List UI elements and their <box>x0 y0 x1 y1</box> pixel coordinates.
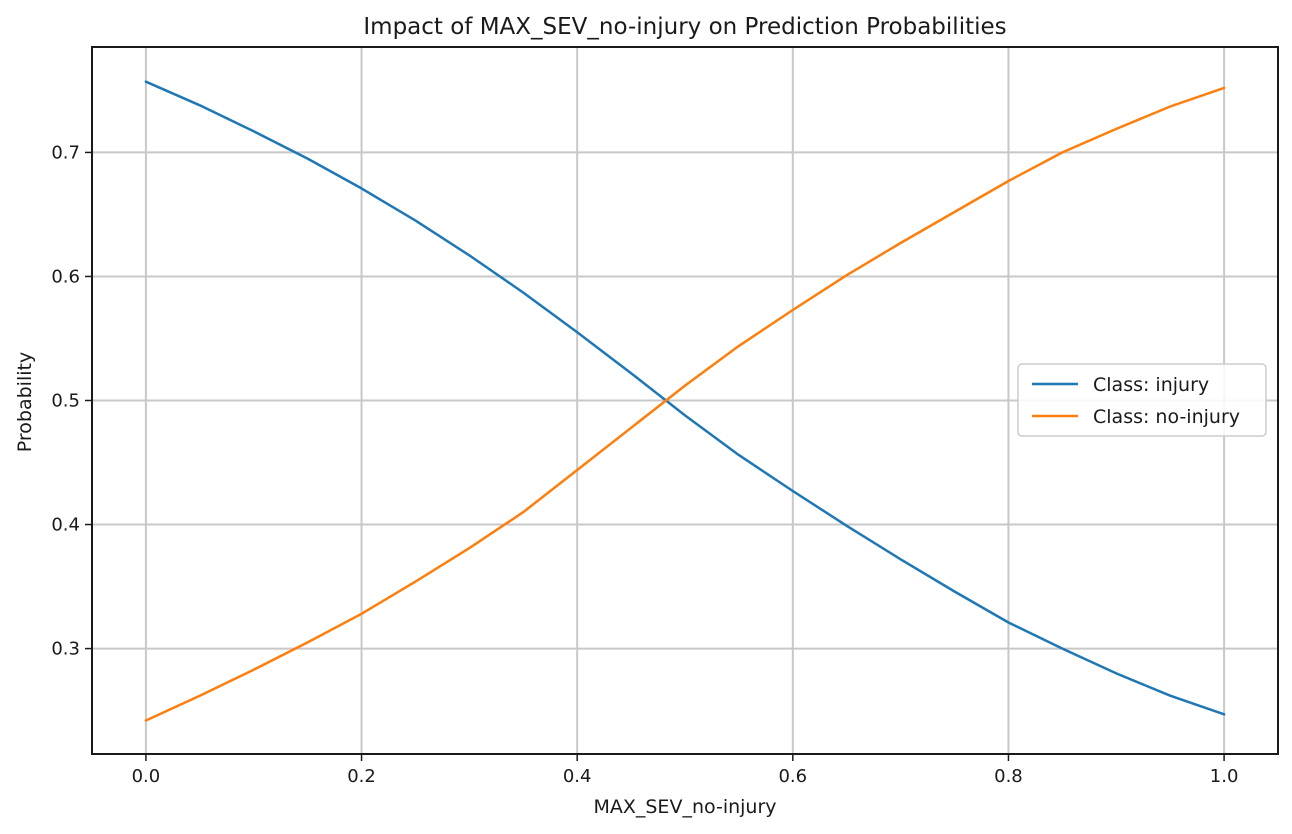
x-tick-label: 0.6 <box>778 766 807 787</box>
x-axis-label: MAX_SEV_no-injury <box>593 796 776 818</box>
legend-label: Class: injury <box>1093 374 1209 396</box>
y-tick-label: 0.3 <box>51 639 80 660</box>
legend-box <box>1017 363 1267 437</box>
legend: Class: injury Class: no-injury <box>1017 363 1267 437</box>
legend-label: Class: no-injury <box>1093 406 1240 428</box>
y-tick-label: 0.5 <box>51 391 80 412</box>
x-tick-label: 0.2 <box>347 766 376 787</box>
chart-title: Impact of MAX_SEV_no-injury on Predictio… <box>363 14 1006 40</box>
x-tick-label: 0.4 <box>563 766 592 787</box>
y-tick-label: 0.4 <box>51 515 80 536</box>
y-tick-label: 0.7 <box>51 142 80 163</box>
axis-ticks: 0.0 0.2 0.4 0.6 0.8 1.0 0.3 0.4 0.5 0.6 0.7 <box>51 142 1238 787</box>
series-line-2 <box>144 86 1226 722</box>
x-tick-label: 1.0 <box>1210 766 1239 787</box>
x-tick-label: 0.0 <box>132 766 161 787</box>
series-lines <box>144 80 1226 722</box>
y-tick-label: 0.6 <box>51 266 80 287</box>
series-line-1 <box>144 80 1226 716</box>
x-tick-label: 0.8 <box>994 766 1023 787</box>
y-axis-label: Probability <box>14 352 36 452</box>
